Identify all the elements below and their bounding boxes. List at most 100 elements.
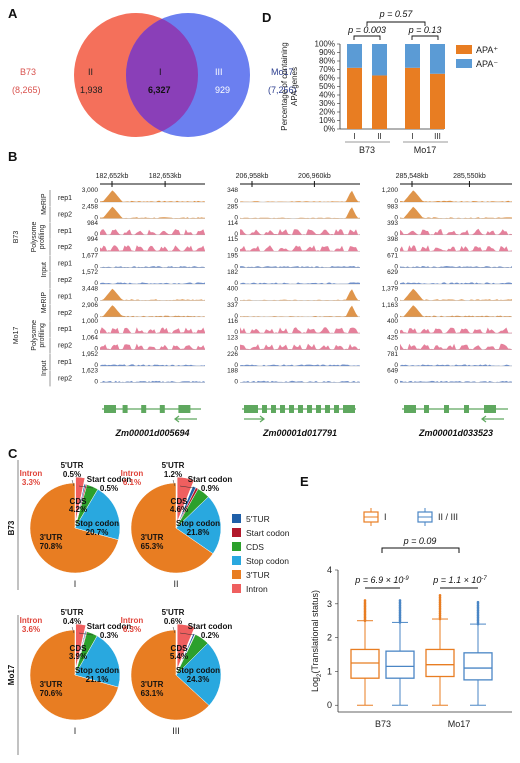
track-scale-zero: 0 (394, 378, 398, 385)
pie-value-utr5: 0.6% (164, 617, 182, 626)
panel-letter-b: B (8, 149, 17, 164)
y-tick-label: 70% (319, 65, 335, 74)
polysome-signal (100, 343, 205, 350)
gene-exon (262, 405, 267, 413)
box-outlier (438, 608, 442, 612)
track-scale-max: 781 (387, 351, 398, 358)
pie-slice-stop (175, 496, 222, 554)
bar-label: III (434, 132, 441, 141)
track-scale-max: 398 (387, 236, 398, 243)
track-scale-max: 1,379 (382, 285, 399, 292)
track-scale-zero: 0 (234, 378, 238, 385)
sig-bracket-top (366, 21, 426, 26)
pie-value-utr5: 0.5% (63, 470, 81, 479)
gene-exon (178, 405, 191, 413)
gene-exon (159, 405, 165, 413)
pie-label-utr3: 3'UTR (40, 680, 63, 689)
track-group-merip: MeRIP (41, 193, 48, 215)
legend-label: CDS (246, 542, 264, 552)
pie-label-utr5: 5'UTR (61, 461, 84, 470)
gene-exon (404, 405, 416, 413)
y-tick-label: 3 (327, 599, 332, 609)
track-scale-max: 337 (227, 302, 238, 309)
y-tick-label: 50% (319, 82, 335, 91)
track-scale-zero: 0 (94, 378, 98, 385)
gene-exon (122, 405, 128, 413)
coord-label: 182,652kb (96, 173, 129, 180)
pie-value-utr3: 70.8% (40, 542, 63, 551)
pie-slice-utr3 (130, 629, 210, 721)
p-value-top: p = 0.09 (403, 536, 437, 546)
polysome-signal (240, 229, 360, 235)
track-scale-zero: 0 (394, 247, 398, 254)
pie-value-utr5: 0.4% (63, 617, 81, 626)
gene-exon (298, 405, 303, 413)
track-group-polysome: profiling (39, 225, 46, 250)
y-tick-label: 40% (319, 91, 335, 100)
bar-label: I (411, 132, 413, 141)
genome-browser-tracks: rep1 rep2 rep1 rep2 rep1 rep2 rep1 rep2 rep1 rep2… (13, 173, 512, 438)
gene-exon (325, 405, 330, 413)
track-scale-max: 984 (87, 220, 98, 227)
gene-exon (244, 405, 256, 413)
pie-label-utr5: 5'UTR (162, 461, 185, 470)
legend-swatch (232, 570, 241, 579)
pie-slice-utr3 (29, 629, 119, 721)
gene-exon (334, 405, 339, 413)
box-iqr (425, 648, 455, 678)
venn-left-label: B73 (20, 67, 36, 77)
gene-name: Zm00001d017791 (262, 428, 337, 438)
pie-value-utr5: 1.2% (164, 470, 182, 479)
pie-value-stop: 24.3% (187, 675, 210, 684)
merip-signal (100, 305, 205, 317)
legend-swatch (232, 584, 241, 593)
y-tick-label: 60% (319, 74, 335, 83)
panel-letter-a: A (8, 6, 18, 21)
legend-label-i: I (384, 512, 387, 522)
box-outlier (438, 599, 442, 603)
input-signal (100, 364, 205, 366)
panel-letter-d: D (262, 10, 271, 25)
track-scale-max: 3,000 (82, 187, 99, 194)
pie-value-cds: 4.2% (69, 505, 87, 514)
venn-region-ii-label: II (88, 67, 93, 77)
track-scale-zero: 0 (234, 346, 238, 353)
pie-label-intron: Intron (20, 469, 43, 478)
gene-exon (444, 405, 449, 413)
y-tick-label: 80% (319, 57, 335, 66)
box-outlier (476, 600, 480, 604)
track-rep-label: rep2 (58, 375, 72, 382)
gene-name: Zm00001d005694 (114, 428, 189, 438)
input-signal (240, 364, 360, 366)
group-label-b73: B73 (359, 145, 375, 155)
track-rep-label: rep2 (58, 310, 72, 317)
track-scale-max: 1,200 (382, 187, 399, 194)
polysome-signal (400, 343, 512, 350)
input-signal (100, 380, 205, 383)
pie-slice-intron (176, 476, 195, 523)
pie-value-intron: 3.3% (22, 478, 40, 487)
track-scale-max: 629 (387, 269, 398, 276)
pie-leader-line (179, 485, 195, 489)
box-outlier (363, 599, 367, 602)
pie-value-cds: 3.9% (69, 652, 87, 661)
merip-signal (240, 289, 360, 301)
input-signal (240, 282, 360, 284)
pie-label-intron: Intron (121, 616, 144, 625)
polysome-signal (400, 327, 512, 334)
pie-leader-line (179, 632, 195, 636)
track-scale-zero: 0 (94, 313, 98, 320)
pie-label-stop: Stop codon (75, 519, 119, 528)
pie-label-utr3: 3'UTR (141, 680, 164, 689)
pie-value-utr3: 70.6% (40, 689, 63, 698)
legend-swatch (232, 556, 241, 565)
track-rep-label: rep1 (58, 228, 72, 235)
pie-label-stop: Stop codon (75, 666, 119, 675)
legend-swatch-apa-plus (456, 45, 472, 54)
pie-leader-line (78, 485, 94, 489)
venn-diagram (74, 13, 250, 137)
track-group-polysome: profiling (39, 323, 46, 348)
coord-label: 285,548kb (396, 173, 429, 180)
pie-value-utr3: 65.3% (141, 542, 164, 551)
pie-value-start: 0.2% (201, 631, 219, 640)
